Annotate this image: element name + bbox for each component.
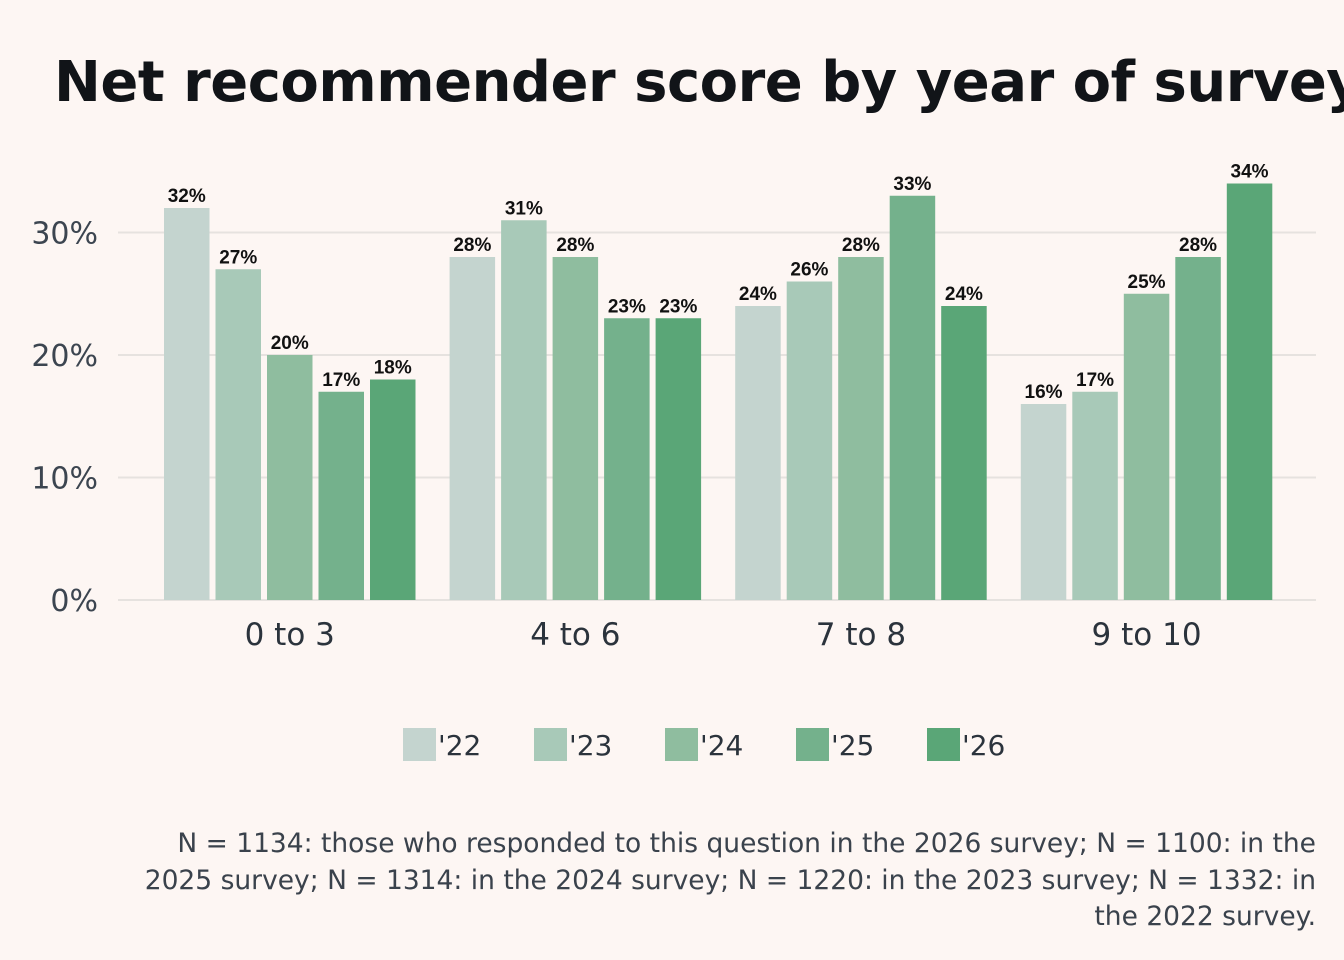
legend-label: '26: [962, 729, 1005, 762]
legend-label: '25: [831, 729, 874, 762]
x-tick-label: 7 to 8: [816, 617, 906, 653]
bar: [370, 379, 416, 600]
data-label: 25%: [1128, 272, 1166, 293]
data-label: 17%: [1076, 370, 1114, 391]
x-axis: 0 to 3 4 to 6 7 to 8 9 to 10: [245, 617, 1202, 653]
y-tick-label: 20%: [31, 339, 98, 374]
bar: [449, 257, 496, 600]
bar: [604, 318, 650, 600]
bar: [889, 195, 936, 600]
bar: [941, 306, 987, 600]
bar: [1123, 293, 1170, 600]
data-label: 28%: [453, 235, 491, 256]
legend-label: '23: [569, 729, 612, 762]
bars: [164, 183, 1273, 600]
data-label: 20%: [271, 333, 309, 354]
bar: [501, 220, 547, 600]
data-label: 28%: [556, 235, 594, 256]
legend-label: '22: [438, 729, 481, 762]
data-label: 24%: [739, 284, 777, 305]
bar-chart: 0% 10% 20% 30% 32% 27% 20% 17% 18% 28% 31% 28% 23% 2…: [31, 162, 1316, 762]
x-tick-label: 9 to 10: [1092, 617, 1202, 653]
y-tick-label: 10%: [31, 462, 98, 497]
legend-swatch: [665, 728, 698, 761]
data-label: 16%: [1025, 382, 1063, 403]
bar: [735, 306, 781, 600]
legend-label: '24: [700, 729, 743, 762]
bar: [552, 257, 599, 600]
bar: [1072, 391, 1118, 600]
bar: [838, 257, 884, 600]
bar: [655, 318, 702, 600]
bar: [215, 269, 261, 600]
legend: '22 '23 '24 '25 '26: [403, 728, 1005, 762]
chart-caption: N = 1134: those who responded to this qu…: [144, 828, 1316, 932]
data-label: 24%: [945, 284, 983, 305]
data-labels: 32% 27% 20% 17% 18% 28% 31% 28% 23% 23% 24% 26% 28% 3…: [168, 162, 1269, 404]
bar: [1226, 183, 1273, 600]
bar: [786, 281, 833, 600]
legend-swatch: [534, 728, 567, 761]
bar: [318, 391, 364, 600]
x-tick-label: 0 to 3: [245, 617, 335, 653]
legend-swatch: [927, 728, 960, 761]
data-label: 31%: [505, 198, 543, 219]
data-label: 23%: [608, 296, 646, 317]
data-label: 23%: [659, 296, 697, 317]
bar: [1020, 404, 1067, 600]
bar: [164, 208, 210, 600]
data-label: 17%: [322, 370, 360, 391]
data-label: 18%: [374, 358, 412, 379]
y-tick-label: 0%: [50, 584, 98, 619]
data-label: 28%: [1179, 235, 1217, 256]
data-label: 27%: [219, 247, 257, 268]
legend-swatch: [403, 728, 436, 761]
x-tick-label: 4 to 6: [530, 617, 620, 653]
data-label: 26%: [790, 260, 828, 281]
data-label: 32%: [168, 186, 206, 207]
bar: [1175, 257, 1221, 600]
y-tick-label: 30%: [31, 217, 98, 252]
legend-swatch: [796, 728, 829, 761]
data-label: 28%: [842, 235, 880, 256]
data-label: 33%: [893, 174, 931, 195]
chart-title: Net recommender score by year of survey: [54, 50, 1344, 115]
y-axis: 0% 10% 20% 30%: [31, 217, 98, 620]
data-label: 34%: [1231, 162, 1269, 183]
bar: [267, 355, 313, 600]
